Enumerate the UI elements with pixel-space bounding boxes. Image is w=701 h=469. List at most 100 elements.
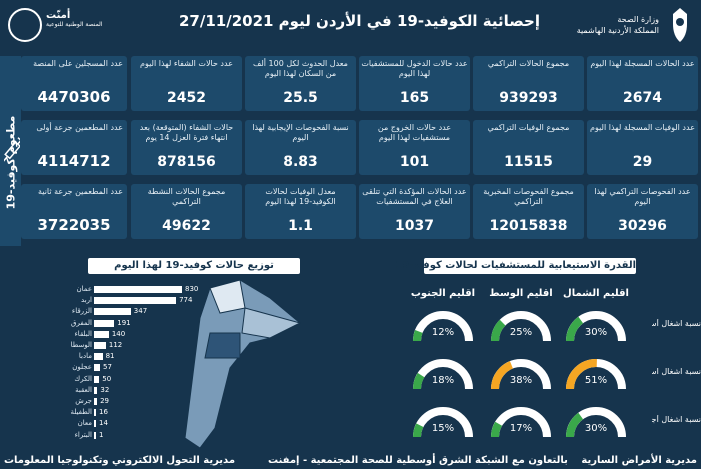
stat-value: 30296: [618, 218, 667, 234]
bar: [94, 353, 103, 361]
capacity-row-label: نسبة اشغال أسرة العزل: [652, 319, 701, 328]
bar-value: 347: [133, 307, 148, 316]
stat-label: حالات الشفاء (المتوقعة) بعد انتهاء فترة …: [139, 123, 234, 142]
bar: [94, 330, 109, 338]
gauge-percent: 12%: [431, 327, 455, 338]
stat-label: مجموع الفحوصات المخبرية التراكمي: [483, 187, 574, 206]
stat-card: عدد حالات الخروج من مستشفيات لهذا اليوم 1…: [359, 120, 470, 175]
capacity-gauge: 51%: [565, 355, 627, 395]
gauge-arc: [491, 359, 551, 390]
stat-value: 29: [632, 154, 653, 170]
jordan-map: [184, 279, 302, 449]
title-date: 27/11/2021: [178, 12, 274, 30]
vaccine-value: 3722035: [37, 216, 111, 234]
bar-label: المفرق: [71, 318, 92, 327]
bar-label: عمان: [76, 285, 93, 293]
stat-value: 165: [399, 90, 430, 106]
stat-value: 8.83: [283, 154, 318, 170]
stat-card: معدل الحدوث لكل 100 ألف من السكان لهذا ا…: [245, 56, 356, 111]
bar-label: الزرقاء: [71, 307, 92, 316]
bar-value: 29: [100, 397, 109, 405]
capacity-row-label: نسبة اشغال اسرة العناية الحثيثة: [652, 367, 701, 376]
bar-value: 57: [103, 363, 112, 372]
sidebar-label: مطعوم كوفيد-19: [4, 115, 18, 210]
stats-grid: عدد الحالات المسجلة لهذا اليوم 2674 مجموع …: [21, 56, 701, 246]
bar-value: 50: [102, 374, 112, 383]
stat-value: 2452: [167, 90, 206, 106]
bar-label: اربد: [81, 296, 92, 305]
stat-card: عدد حالات الدخول للمستشفيات لهذا اليوم 16…: [359, 56, 470, 111]
bar-value: 191: [117, 318, 131, 327]
stat-label: مجموع الحالات النشطة التراكمي: [147, 187, 226, 206]
stat-label: عدد الحالات المؤكدة التي تتلقى العلاج في…: [362, 187, 467, 206]
stat-value: 2674: [623, 90, 662, 106]
gauge-percent: 18%: [431, 375, 455, 386]
bar: [94, 286, 182, 293]
stat-label: معدل الوفيات لحالات الكوفيد-19 لهذا اليو…: [265, 187, 336, 206]
gauge-percent: 30%: [584, 423, 608, 434]
bar-label: مادبا: [78, 352, 92, 361]
bar: [94, 409, 96, 417]
bar: [94, 308, 131, 316]
bar: [94, 386, 98, 394]
ministry-name: وزارة الصحة المملكة الأردنية الهاشمية: [577, 14, 659, 36]
bar-value: 81: [105, 352, 115, 361]
stat-card: مجموع الحالات النشطة التراكمي 49622: [131, 184, 242, 239]
stat-label: مجموع الوفيات التراكمي: [487, 123, 570, 132]
stat-label: عدد الفحوصات التراكمي لهذا اليوم: [594, 187, 691, 206]
capacity-gauge: 38%: [490, 355, 552, 395]
footer-right: مديرية الأمراض السارية: [581, 455, 697, 466]
bar: [94, 319, 115, 327]
gauge-arc: [413, 359, 473, 390]
stat-value: 11515: [504, 154, 553, 170]
bar-label: جرش: [75, 397, 92, 405]
stat-card: نسبة الفحوصات الإيجابية لهذا اليوم 8.83: [245, 120, 356, 175]
amanah-name: أمنّت المنصة الوطنية للتوعية: [46, 10, 103, 29]
bar-label: العقبة: [75, 385, 92, 394]
bar-label: الطفيلة: [70, 408, 92, 417]
bar: [94, 342, 106, 349]
capacity-gauge: 18%: [412, 355, 474, 395]
footer-left: مديرية التحول الالكتروني وتكنولوجيا المع…: [4, 455, 236, 466]
gauge-arc: [566, 407, 626, 438]
capacity-gauge: 30%: [565, 307, 627, 347]
vaccine-label: عدد المطعمين جرعة ثانية: [37, 187, 123, 196]
gauge-arc: [491, 311, 551, 342]
bar-label: الوسطا: [70, 341, 92, 349]
vaccine-value: 4114712: [37, 152, 111, 170]
stat-value: 101: [399, 154, 430, 170]
bar-value: 14: [99, 419, 108, 428]
vaccine-card: عدد المسجلين على المنصة 4470306: [21, 56, 127, 111]
stat-value: 12015838: [489, 218, 568, 234]
bar: [94, 364, 101, 372]
region-label: اقليم الجنوب: [410, 288, 476, 299]
gauge-percent: 30%: [584, 327, 608, 338]
stat-label: معدل الحدوث لكل 100 ألف من السكان لهذا ا…: [253, 59, 348, 78]
bar-label: البلقاء: [74, 329, 92, 338]
bar-value: 112: [108, 341, 123, 349]
bar-label: البتراء: [74, 430, 92, 439]
region-label: اقليم الشمال: [563, 288, 629, 299]
stat-label: عدد الوفيات المسجلة لهذا اليوم: [590, 123, 695, 132]
stat-card: معدل الوفيات لحالات الكوفيد-19 لهذا اليو…: [245, 184, 356, 239]
stat-label: نسبة الفحوصات الإيجابية لهذا اليوم: [252, 123, 349, 142]
stat-card: عدد الفحوصات التراكمي لهذا اليوم 30296: [587, 184, 698, 239]
stat-label: عدد الحالات المسجلة لهذا اليوم: [590, 59, 695, 68]
ministry-emblem-icon: [673, 8, 687, 42]
stat-card: مجموع الفحوصات المخبرية التراكمي 12015838: [473, 184, 584, 239]
stat-value: 25.5: [283, 90, 318, 106]
region-label: اقليم الوسط: [489, 288, 553, 299]
stat-value: 1037: [395, 218, 434, 234]
capacity-title: القدرة الاستيعابية للمستشفيات لحالات كوف…: [395, 258, 636, 274]
stat-value: 1.1: [288, 218, 313, 234]
bar-value: 32: [100, 385, 110, 394]
gauge-percent: 25%: [509, 327, 533, 338]
bar-value: 140: [111, 329, 126, 338]
stat-card: عدد الحالات المؤكدة التي تتلقى العلاج في…: [359, 184, 470, 239]
stat-label: مجموع الحالات التراكمي: [487, 59, 570, 68]
ministry-line1: وزارة الصحة: [617, 15, 659, 24]
vaccine-card: عدد المطعمين جرعة ثانية 3722035: [21, 184, 127, 239]
bar-value: 774: [179, 296, 193, 305]
bar-label: الكرك: [74, 374, 92, 383]
bar-value: 1: [99, 430, 104, 439]
